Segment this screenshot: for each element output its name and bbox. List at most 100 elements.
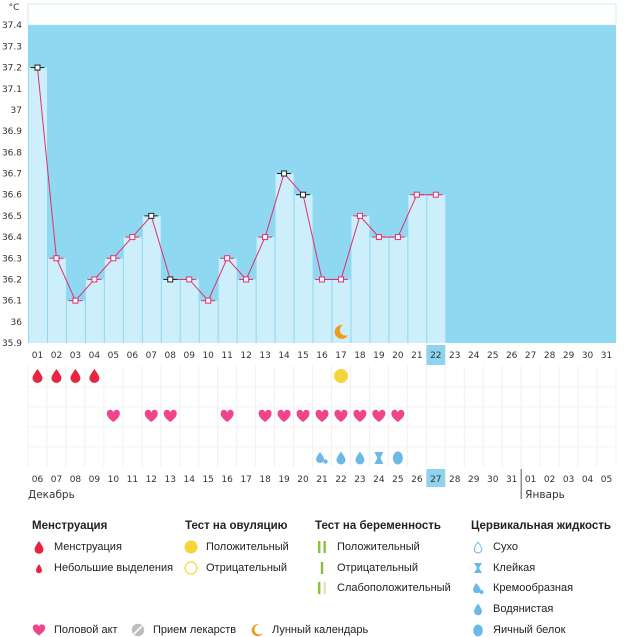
- date-label: 14: [183, 475, 195, 485]
- temperature-bar: [66, 300, 85, 343]
- legend-medication: Прием лекарств: [131, 623, 236, 637]
- date-label: 27: [430, 475, 441, 485]
- temperature-point: [110, 255, 117, 262]
- legend-pregnancy-title: Тест на беременность: [315, 520, 441, 532]
- legend-ovulation-negative: Отрицательный: [184, 561, 287, 575]
- temperature-point: [224, 255, 231, 262]
- temperature-point: [375, 234, 382, 241]
- heart-icon: [32, 624, 46, 636]
- ovulation-negative-icon: [184, 561, 198, 575]
- date-label: 05: [601, 475, 612, 485]
- y-tick-label: 36.3: [2, 254, 22, 264]
- legend-ovulation-negative-label: Отрицательный: [206, 562, 287, 574]
- temperature-point: [413, 191, 420, 198]
- menstruation-drop: [32, 369, 43, 383]
- y-tick-label: 36.9: [2, 127, 22, 137]
- drop-icon: [34, 541, 44, 554]
- y-tick-label: 35.9: [2, 339, 22, 349]
- y-tick-label: 37: [11, 106, 22, 116]
- legend-cervical-sticky: Клейкая: [471, 561, 535, 575]
- y-tick-label: 36.5: [2, 212, 22, 222]
- temperature-bar: [256, 237, 275, 343]
- intercourse-heart: [296, 409, 310, 422]
- temperature-bar: [180, 279, 199, 343]
- cycle-day-label: 08: [165, 351, 177, 361]
- cycle-day-label: 31: [601, 351, 612, 361]
- intercourse-heart: [277, 409, 291, 422]
- date-label: 17: [240, 475, 251, 485]
- temperature-bar: [427, 194, 446, 343]
- cycle-day-label: 09: [183, 351, 195, 361]
- date-label: 31: [506, 475, 517, 485]
- y-tick-label: 36: [11, 318, 23, 328]
- watery-fluid-marker: [336, 451, 346, 465]
- cycle-day-label: 12: [240, 351, 251, 361]
- temperature-bar: [85, 279, 104, 343]
- cycle-day-label: 19: [373, 351, 385, 361]
- legend-cervical-dry-label: Сухо: [493, 541, 518, 553]
- date-label: 30: [487, 475, 499, 485]
- date-label: 09: [89, 475, 101, 485]
- eggwhite-icon: [473, 624, 483, 637]
- intercourse-heart: [106, 409, 120, 422]
- temperature-bar: [389, 237, 408, 343]
- temperature-point: [148, 212, 155, 219]
- legend-pregnancy-weak: Слабоположительный: [315, 581, 451, 595]
- date-label: 26: [411, 475, 423, 485]
- cycle-day-label: 22: [430, 351, 441, 361]
- highlight-day-cell: [426, 345, 446, 365]
- y-tick-label: 36.1: [2, 297, 22, 307]
- legend-cervical-watery-label: Водянистая: [493, 603, 554, 615]
- menstruation-drop: [89, 369, 100, 383]
- cycle-day-label: 21: [411, 351, 422, 361]
- temperature-bar: [199, 300, 218, 343]
- date-label: 29: [468, 475, 480, 485]
- y-tick-label: 36.2: [2, 275, 22, 285]
- legend-ovulation-title: Тест на овуляцию: [185, 520, 288, 532]
- creamy-fluid-marker: [316, 452, 324, 463]
- date-label: 10: [108, 475, 120, 485]
- month-label-right: Январь: [525, 489, 565, 500]
- cycle-day-label: 01: [32, 351, 43, 361]
- date-label: 11: [127, 475, 138, 485]
- temperature-point: [205, 297, 212, 304]
- temperature-bar: [370, 237, 389, 343]
- cycle-day-label: 07: [146, 351, 157, 361]
- cycle-day-label: 11: [221, 351, 232, 361]
- y-tick-label: 36.8: [2, 148, 22, 158]
- cycle-day-label: 30: [582, 351, 594, 361]
- pregnancy-weak-icon: [318, 582, 326, 594]
- cycle-day-label: 06: [127, 351, 139, 361]
- y-tick-label: 36.4: [2, 233, 22, 243]
- legend-cervical-dry: Сухо: [471, 540, 518, 554]
- temperature-bar: [275, 173, 294, 343]
- cycle-day-label: 15: [297, 351, 308, 361]
- date-label: 22: [335, 475, 346, 485]
- temperature-bar: [123, 237, 142, 343]
- cycle-day-label: 17: [335, 351, 346, 361]
- temperature-bar: [104, 258, 123, 343]
- cycle-day-label: 23: [449, 351, 460, 361]
- cycle-day-label: 18: [354, 351, 366, 361]
- intercourse-heart: [163, 409, 177, 422]
- y-tick-label: 36.7: [2, 170, 22, 180]
- y-axis-unit: °C: [9, 3, 20, 13]
- legend: Менструация Менструация Небольшие выделе…: [0, 510, 626, 637]
- date-label: 20: [297, 475, 309, 485]
- intercourse-heart: [391, 409, 405, 422]
- cycle-day-label: 27: [525, 351, 536, 361]
- temperature-point: [91, 276, 98, 283]
- temperature-bar: [218, 258, 237, 343]
- ovulation-positive-icon: [184, 540, 198, 554]
- cycle-day-label: 28: [544, 351, 556, 361]
- temperature-point: [432, 191, 439, 198]
- date-label: 28: [449, 475, 461, 485]
- pill-icon: [131, 623, 145, 637]
- cycle-day-label: 25: [487, 351, 498, 361]
- date-label: 23: [354, 475, 365, 485]
- small-drop-icon: [36, 564, 42, 574]
- legend-menstruation-label: Менструация: [54, 541, 122, 553]
- temperature-point: [337, 276, 344, 283]
- intercourse-heart: [334, 409, 348, 422]
- date-label: 12: [146, 475, 157, 485]
